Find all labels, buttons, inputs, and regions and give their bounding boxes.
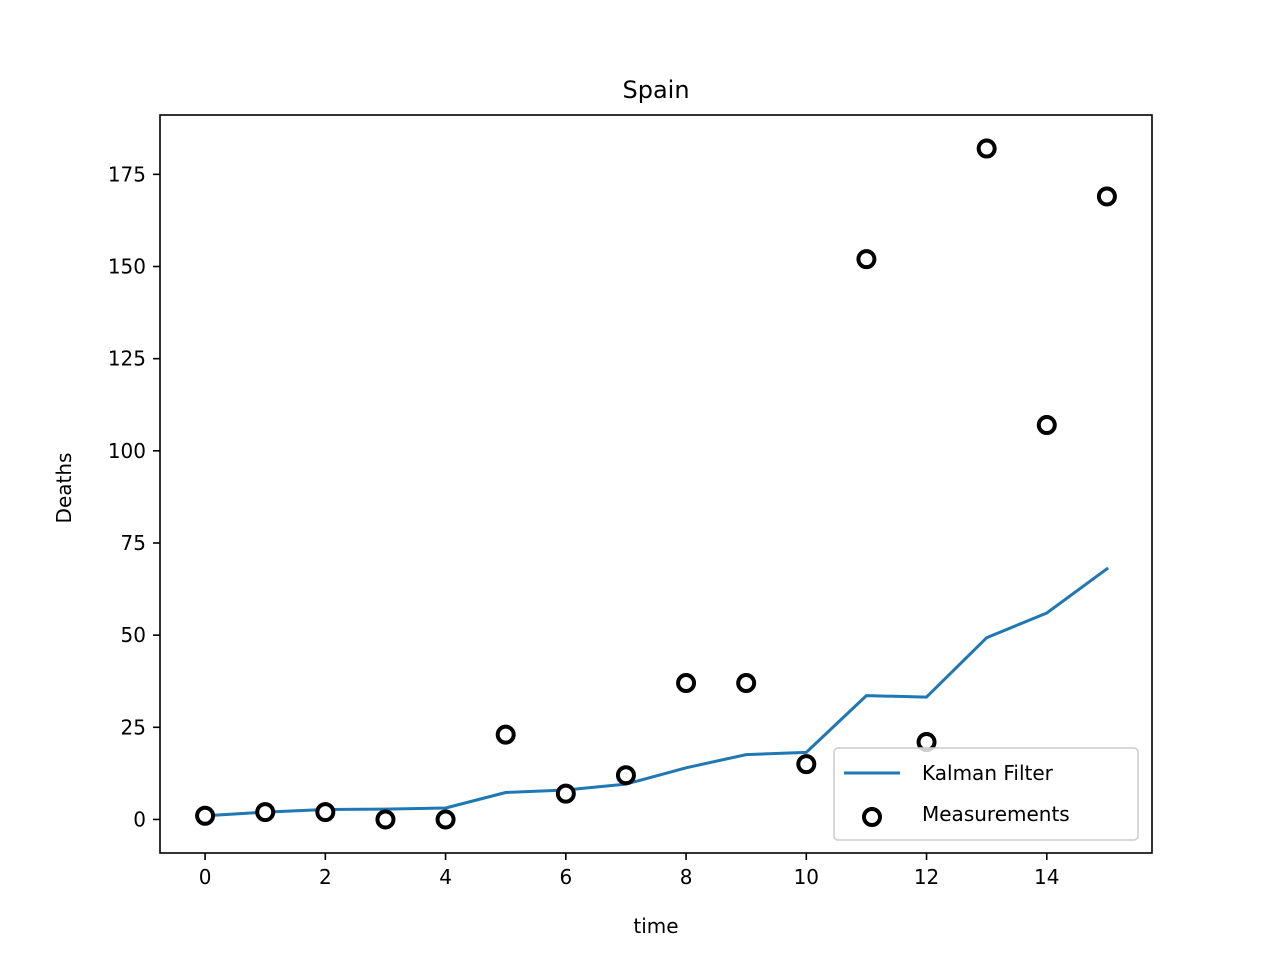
measurement-point bbox=[1036, 415, 1057, 436]
x-tick-label: 2 bbox=[319, 865, 332, 889]
measurement-point bbox=[555, 783, 576, 804]
x-tick-label: 10 bbox=[794, 865, 819, 889]
measurement-point bbox=[676, 673, 697, 694]
measurement-point bbox=[1096, 186, 1117, 207]
x-tick-label: 14 bbox=[1034, 865, 1059, 889]
x-tick-label: 6 bbox=[559, 865, 572, 889]
x-tick-label: 0 bbox=[199, 865, 212, 889]
measurement-point bbox=[195, 805, 216, 826]
chart-title: Spain bbox=[622, 76, 689, 104]
y-axis-title: Deaths bbox=[52, 453, 76, 524]
plot-area: 0 2 4 6 8 10 12 14 0 25 50 75 100 125 150 175 bbox=[108, 114, 1153, 889]
y-tick-label: 175 bbox=[108, 162, 146, 186]
measurement-point bbox=[796, 754, 817, 775]
legend-label: Measurements bbox=[922, 802, 1070, 826]
x-tick-label: 12 bbox=[914, 865, 939, 889]
axes-frame bbox=[159, 114, 1153, 854]
y-tick-label: 50 bbox=[121, 623, 146, 647]
legend-marker-swatch bbox=[862, 807, 882, 827]
measurement-point bbox=[255, 802, 276, 823]
y-tick-label: 125 bbox=[108, 347, 146, 371]
measurement-point bbox=[736, 673, 757, 694]
x-axis-title: time bbox=[633, 914, 678, 938]
measurement-point bbox=[435, 809, 456, 830]
y-tick-label: 0 bbox=[133, 807, 146, 831]
x-tick-label: 4 bbox=[439, 865, 452, 889]
measurement-point bbox=[315, 802, 336, 823]
legend-label: Kalman Filter bbox=[922, 761, 1054, 785]
measurement-point bbox=[495, 724, 516, 745]
x-tick-label: 8 bbox=[680, 865, 693, 889]
measurement-point bbox=[976, 138, 997, 159]
legend-box bbox=[833, 747, 1139, 841]
measurement-point bbox=[375, 809, 396, 830]
y-tick-label: 75 bbox=[121, 531, 146, 555]
y-tick-label: 100 bbox=[108, 439, 146, 463]
measurement-point bbox=[856, 249, 877, 270]
y-tick-label: 25 bbox=[121, 715, 146, 739]
legend: Kalman Filter Measurements bbox=[833, 747, 1139, 841]
y-tick-label: 150 bbox=[108, 255, 146, 279]
kalman-filter-line bbox=[203, 566, 1109, 818]
measurement-point bbox=[615, 765, 636, 786]
